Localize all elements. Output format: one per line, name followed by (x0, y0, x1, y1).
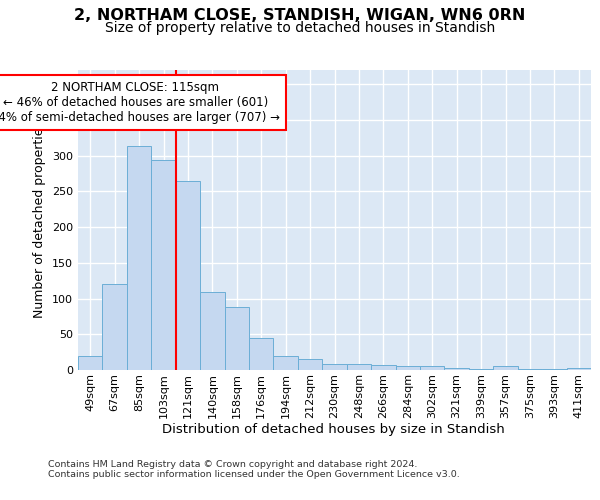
Text: 2 NORTHAM CLOSE: 115sqm
← 46% of detached houses are smaller (601)
54% of semi-d: 2 NORTHAM CLOSE: 115sqm ← 46% of detache… (0, 80, 280, 124)
Bar (78, 356, 103, 370)
Bar (274, 356, 298, 370)
Bar (151, 160, 176, 370)
Bar (322, 364, 347, 370)
Text: 2, NORTHAM CLOSE, STANDISH, WIGAN, WN6 0RN: 2, NORTHAM CLOSE, STANDISH, WIGAN, WN6 0… (74, 8, 526, 22)
Y-axis label: Number of detached properties: Number of detached properties (34, 122, 46, 318)
Bar (224, 307, 249, 370)
Bar (103, 284, 127, 370)
Bar (298, 360, 322, 370)
Bar (420, 366, 445, 370)
Bar (249, 338, 274, 370)
Text: Distribution of detached houses by size in Standish: Distribution of detached houses by size … (161, 422, 505, 436)
Bar (493, 366, 518, 370)
Bar (371, 365, 395, 370)
Bar (176, 180, 200, 370)
Bar (127, 146, 151, 370)
Bar (347, 364, 371, 370)
Bar (445, 368, 469, 370)
Bar (200, 292, 224, 370)
Bar (566, 368, 591, 370)
Bar (395, 366, 420, 370)
Text: Size of property relative to detached houses in Standish: Size of property relative to detached ho… (105, 21, 495, 35)
Text: Contains HM Land Registry data © Crown copyright and database right 2024.
Contai: Contains HM Land Registry data © Crown c… (48, 460, 460, 479)
